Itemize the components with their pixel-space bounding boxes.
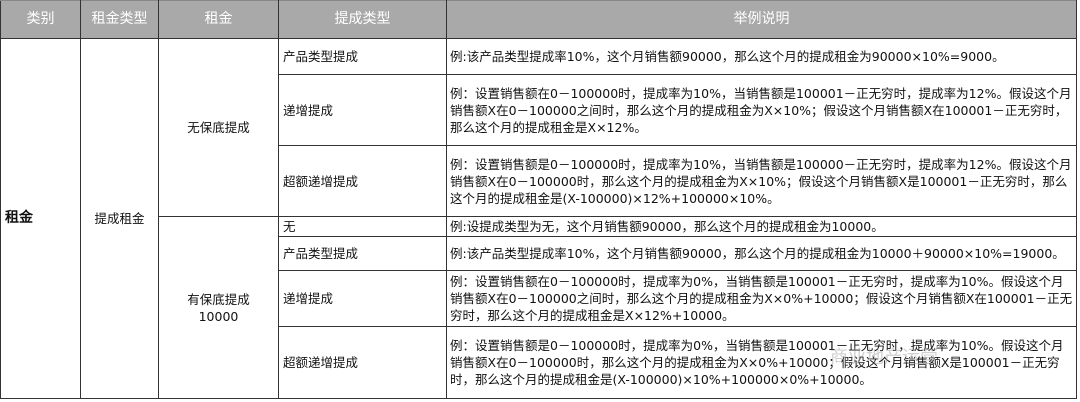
commission-type-cell: 无 (278, 216, 447, 237)
table-row: 产品类型提成 例:该产品类型提成率10%，这个月销售额90000，那么这个月的提… (1, 236, 1077, 271)
commission-type-cell: 产品类型提成 (278, 38, 447, 75)
commission-type-cell: 超额递增提成 (278, 145, 447, 217)
commission-type-cell: 递增提成 (278, 74, 447, 146)
header-example: 举例说明 (446, 0, 1077, 39)
category-cell: 租金 (0, 38, 81, 399)
table-row: 租金 提成租金 无保底提成 产品类型提成 例:该产品类型提成率10%，这个月销售… (0, 38, 1077, 399)
commission-type-cell: 递增提成 (278, 270, 447, 327)
rent-cell-no-minimum: 无保底提成 (158, 38, 279, 217)
example-cell: 例:设提成类型为无，这个月销售额90000，那么这个月的提成租金为10000。 (446, 216, 1077, 237)
example-cell: 例:该产品类型提成率10%，这个月销售额90000，那么这个月的提成租金为900… (446, 38, 1077, 75)
example-cell: 例：设置销售额在0－100000时，提成率为10%，当销售额是100001－正无… (446, 74, 1077, 146)
header-row: 类别 租金类型 租金 提成类型 举例说明 (0, 0, 1077, 39)
example-cell: 例：设置销售额在0－100000时，提成率为0%，当销售额是100001－正无穷… (446, 270, 1077, 327)
table-row: 超额递增提成 例：设置销售额是0－100000时，提成率为10%，当销售额是10… (1, 145, 1077, 217)
header-rent-type: 租金类型 (80, 0, 159, 39)
rent-cell-with-minimum: 有保底提成 10000 (158, 216, 279, 399)
header-commission-type: 提成类型 (278, 0, 447, 39)
table-row: 超额递增提成 例：设置销售额是0－100000时，提成率为0%，当销售额是100… (1, 326, 1077, 399)
table-row: 有保底提成 10000 无 例:设提成类型为无，这个月销售额90000，那么这个… (1, 216, 1077, 399)
example-cell: 例：设置销售额是0－100000时，提成率为10%，当销售额是100000－正无… (446, 145, 1077, 217)
table-row: 递增提成 例：设置销售额在0－100000时，提成率为0%，当销售额是10000… (1, 270, 1077, 327)
rent-type-cell: 提成租金 (80, 38, 159, 399)
table-row: 递增提成 例：设置销售额在0－100000时，提成率为10%，当销售额是1000… (1, 74, 1077, 146)
commission-type-cell: 产品类型提成 (278, 236, 447, 271)
header-rent: 租金 (158, 0, 279, 39)
commission-type-cell: 超额递增提成 (278, 326, 447, 399)
example-cell: 例:该产品类型提成率10%，这个月销售额90000，那么这个月的提成租金为100… (446, 236, 1077, 271)
example-cell: 例：设置销售额是0－100000时，提成率为0%，当销售额是100001－正无穷… (446, 326, 1077, 399)
header-category: 类别 (0, 0, 81, 39)
